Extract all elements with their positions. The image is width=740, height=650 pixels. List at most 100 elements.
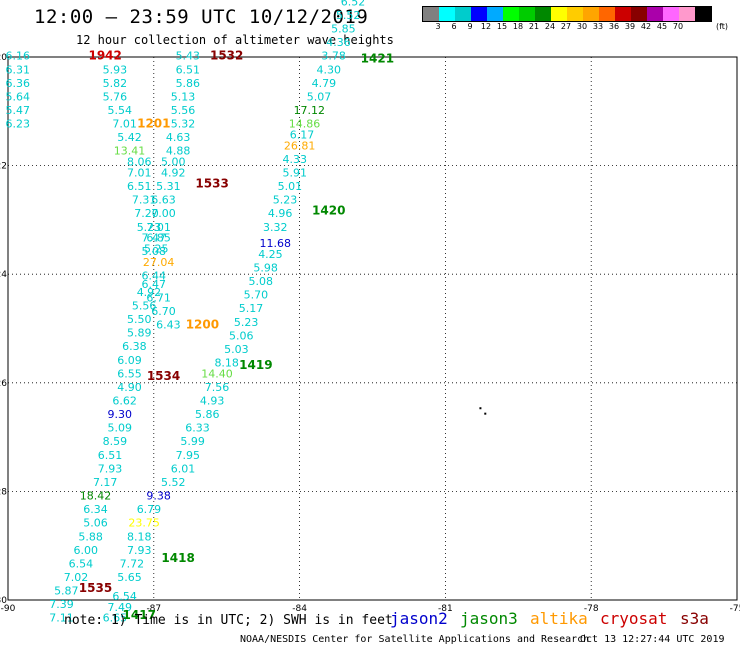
- wave-height-label: 5.93: [103, 63, 128, 76]
- wave-height-label: 4.92: [161, 166, 186, 179]
- wave-height-label: 17.12: [294, 104, 326, 117]
- wave-height-label: 5.07: [307, 90, 332, 103]
- y-tick-label: -20: [0, 53, 7, 63]
- wave-height-label: 6.85: [146, 232, 171, 245]
- track-time-label: 1533: [195, 176, 228, 190]
- colorbar-swatch: [455, 7, 471, 21]
- wave-height-label: 5.17: [239, 302, 264, 315]
- colorbar-unit: (ft): [716, 22, 729, 31]
- wave-height-label: 6.65: [103, 612, 128, 625]
- wave-height-label: 5.32: [171, 118, 196, 131]
- wave-height-label: 5.52: [336, 9, 361, 22]
- wave-height-label: 5.64: [5, 90, 30, 103]
- colorbar-swatch: [519, 7, 535, 21]
- wave-height-label: 5.89: [127, 327, 152, 340]
- wave-height-label: 5.08: [248, 275, 273, 288]
- wave-height-label: 4.30: [317, 63, 342, 76]
- wave-height-label: 4.25: [258, 248, 283, 261]
- wave-height-label: 27.04: [143, 256, 175, 269]
- colorbar-swatch: [535, 7, 551, 21]
- page-subtitle: 12 hour collection of altimeter wave hei…: [76, 33, 394, 47]
- track-time-label: 1420: [312, 203, 345, 217]
- wave-height-label: 6.51: [127, 180, 152, 193]
- wave-height-label: 4.63: [166, 131, 191, 144]
- wave-height-label: 5.99: [180, 435, 205, 448]
- wave-height-label: 13.41: [114, 145, 146, 158]
- wave-height-label: 11.68: [260, 237, 292, 250]
- wave-height-label: 6.16: [5, 50, 30, 63]
- track-time-label: 1417: [123, 608, 156, 622]
- wave-height-label: 7.01: [112, 118, 137, 131]
- wave-height-label: 7.01: [127, 166, 152, 179]
- wave-height-label: 7.01: [146, 221, 171, 234]
- wave-height-label: 6.63: [151, 194, 176, 207]
- colorbar-swatch: [439, 7, 455, 21]
- wave-height-label: 18.42: [80, 490, 112, 503]
- y-tick-label: -26: [0, 379, 7, 389]
- x-tick-label: -78: [584, 604, 599, 614]
- wave-height-label: 6.70: [151, 305, 176, 318]
- colorbar-swatch: [615, 7, 631, 21]
- wave-height-label: 5.23: [137, 221, 162, 234]
- wave-height-label: 5.01: [278, 180, 303, 193]
- wave-height-label: 6.23: [5, 118, 30, 131]
- wave-height-label: 4.79: [312, 77, 337, 90]
- page-title: 12:00 – 23:59 UTC 10/12/2019: [34, 6, 369, 28]
- wave-height-label: 6.38: [122, 340, 147, 353]
- wave-height-label: 5.54: [108, 104, 133, 117]
- colorbar-swatch: [663, 7, 679, 21]
- wave-height-label: 7.95: [176, 449, 201, 462]
- colorbar-label: 33: [592, 22, 604, 31]
- wave-height-label: 5.06: [83, 517, 108, 530]
- colorbar-swatch: [695, 7, 711, 21]
- track-time-label: 1532: [210, 49, 243, 63]
- legend-item-jason2: jason2: [390, 609, 448, 628]
- y-tick-label: -28: [0, 487, 7, 497]
- colorbar-label: 27: [560, 22, 572, 31]
- wave-height-label: 5.85: [331, 23, 356, 36]
- track-time-label: 1535: [79, 581, 112, 595]
- wave-height-label: 6.01: [171, 462, 196, 475]
- map-frame: [7, 56, 738, 601]
- wave-height-label: 4.90: [117, 381, 142, 394]
- colorbar-label: 6: [451, 22, 457, 31]
- colorbar-swatch: [679, 7, 695, 21]
- wave-height-label: 6.34: [83, 503, 108, 516]
- wave-height-label: 5.86: [176, 77, 201, 90]
- x-tick-label: -81: [438, 604, 453, 614]
- wave-height-label: 5.52: [161, 476, 186, 489]
- legend-item-cryosat: cryosat: [600, 609, 668, 628]
- wave-height-label: 8.18: [214, 357, 239, 370]
- colorbar-label: 9: [467, 22, 473, 31]
- x-tick-label: -84: [292, 604, 307, 614]
- track-time-label: 1942: [88, 49, 121, 63]
- legend-item-s3a: s3a: [680, 609, 709, 628]
- footer-note: note: 1) Time is in UTC; 2) SWH is in fe…: [64, 613, 393, 628]
- legend-item-altika: altika: [530, 609, 588, 628]
- wave-height-label: 7.47: [142, 232, 167, 245]
- wave-height-label: 6.55: [117, 367, 142, 380]
- wave-height-label: 7.00: [151, 207, 176, 220]
- legend-item-jason3: jason3: [460, 609, 518, 628]
- wave-height-label: 7.49: [108, 601, 133, 614]
- colorbar-swatch: [583, 7, 599, 21]
- wave-height-label: 4.92: [137, 286, 162, 299]
- colorbar-label: 30: [576, 22, 588, 31]
- wave-height-label: 5.86: [195, 408, 220, 421]
- wave-height-label: 7.11: [49, 612, 74, 625]
- wave-height-label: 4.36: [326, 36, 351, 49]
- wave-height-label: 7.17: [93, 476, 118, 489]
- wave-height-label: 5.91: [282, 166, 307, 179]
- wave-height-label: 6.51: [176, 63, 201, 76]
- colorbar-labels: 3 6 9 12 15 18 21 24 27 30 33 36 39 42 45 70: [422, 22, 686, 31]
- wave-height-label: 6.47: [142, 278, 167, 291]
- wave-height-label: 5.08: [142, 245, 167, 258]
- colorbar-label: 3: [435, 22, 441, 31]
- wave-height-label: 5.70: [244, 289, 269, 302]
- colorbar-label: 70: [672, 22, 684, 31]
- colorbar-label: 24: [544, 22, 556, 31]
- wave-height-label: 5.47: [5, 104, 30, 117]
- wave-height-label: 5.87: [54, 585, 79, 598]
- colorbar-label: 12: [480, 22, 492, 31]
- island-marker: [484, 412, 487, 415]
